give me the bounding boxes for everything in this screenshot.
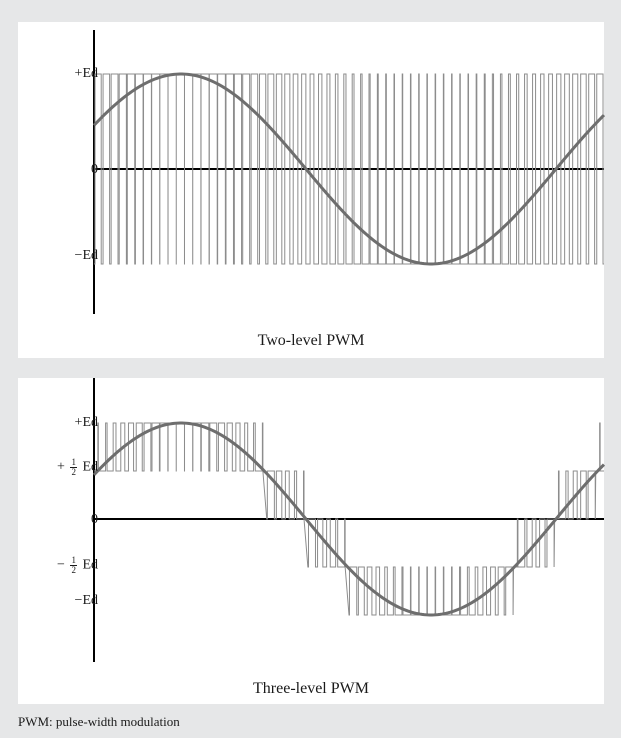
sine-reference-wave [92,421,606,617]
two-level-pwm-panel: +Ed 0 −Ed Two-level PWM [18,22,606,358]
three-level-caption: Three-level PWM [253,680,369,697]
y-tick-plus-ed: +Ed [74,415,98,430]
two-level-caption: Two-level PWM [257,332,365,349]
y-tick-plus-ed: +Ed [74,66,98,81]
sine-reference-wave [92,72,606,266]
y-tick-minus-ed: −Ed [74,593,98,608]
y-tick-minus-ed: −Ed [74,248,98,263]
y-tick-zero: 0 [91,512,98,527]
three-level-pwm-plot [92,378,606,662]
footnote: PWM: pulse-width modulation [18,714,180,729]
two-level-pwm-plot [92,30,606,314]
y-tick-zero: 0 [91,162,98,177]
